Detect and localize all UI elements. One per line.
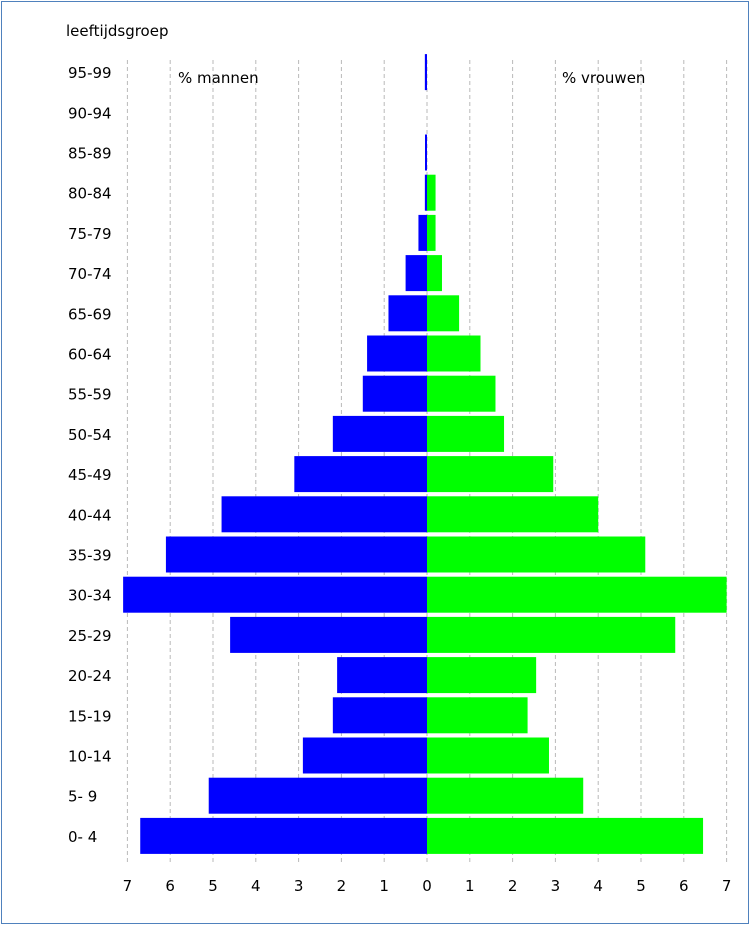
x-tick-label: 5 (208, 877, 218, 895)
bar-male (140, 817, 428, 854)
bar-male (302, 737, 427, 774)
y-tick-label: 90-94 (68, 104, 112, 122)
bar-male (165, 536, 428, 573)
bar-female (427, 214, 436, 251)
y-tick-label: 95-99 (68, 64, 112, 82)
chart-title: leeftijdsgroep (66, 22, 168, 40)
y-tick-label: 25-29 (68, 627, 112, 645)
y-tick-label: 75-79 (68, 225, 112, 243)
bar-female (427, 174, 436, 211)
bars (123, 54, 727, 854)
bar-female (427, 255, 442, 292)
bar-male (337, 657, 427, 694)
bar-female (427, 616, 676, 653)
bar-male (367, 335, 427, 372)
bar-female (427, 335, 481, 372)
y-tick-labels: 95-99 90-94 85-89 80-84 75-79 70-74 65-69 60-64… (68, 64, 112, 846)
bar-female (427, 496, 599, 533)
bar-male (332, 415, 427, 452)
bar-female (427, 456, 554, 493)
bar-female (427, 375, 496, 412)
y-tick-label: 45-49 (68, 466, 112, 484)
x-tick-label: 2 (508, 877, 518, 895)
bar-male (332, 697, 427, 734)
bar-female (427, 777, 584, 814)
bar-male (208, 777, 427, 814)
x-tick-label: 6 (679, 877, 689, 895)
y-tick-label: 15-19 (68, 707, 112, 725)
bar-male (221, 496, 427, 533)
y-tick-label: 70-74 (68, 265, 112, 283)
x-tick-label: 4 (593, 877, 603, 895)
y-tick-label: 40-44 (68, 506, 112, 524)
y-tick-label: 0- 4 (68, 828, 97, 846)
bar-male (362, 375, 427, 412)
bar-male (123, 576, 428, 613)
bar-male (388, 295, 427, 332)
y-tick-label: 30-34 (68, 587, 112, 605)
x-tick-label: 5 (636, 877, 646, 895)
y-tick-label: 60-64 (68, 346, 112, 364)
y-tick-label: 85-89 (68, 145, 112, 163)
y-tick-label: 50-54 (68, 426, 112, 444)
y-tick-label: 80-84 (68, 185, 112, 203)
x-tick-labels: 7 6 5 4 3 2 1 0 1 2 3 4 5 6 7 (123, 877, 732, 895)
bar-male (424, 174, 427, 211)
bar-female (427, 295, 460, 332)
x-tick-label: 2 (337, 877, 347, 895)
y-tick-label: 65-69 (68, 305, 112, 323)
bar-male (424, 54, 427, 91)
y-tick-label: 35-39 (68, 547, 112, 565)
bar-male (294, 456, 427, 493)
left-series-label: % mannen (178, 69, 259, 87)
bar-female (427, 817, 704, 854)
x-tick-label: 3 (551, 877, 561, 895)
bar-male (418, 214, 427, 251)
x-tick-label: 6 (165, 877, 175, 895)
bar-female (427, 576, 727, 613)
y-tick-label: 55-59 (68, 386, 112, 404)
y-tick-label: 20-24 (68, 667, 112, 685)
right-series-label: % vrouwen (562, 69, 645, 87)
x-tick-label: 3 (294, 877, 304, 895)
bar-male (230, 616, 427, 653)
bar-male (425, 134, 427, 171)
y-tick-label: 10-14 (68, 748, 112, 766)
x-tick-label: 7 (722, 877, 732, 895)
x-tick-label: 1 (465, 877, 475, 895)
bar-female (427, 415, 505, 452)
x-tick-label: 0 (422, 877, 432, 895)
y-tick-label: 5- 9 (68, 788, 97, 806)
bar-female (427, 657, 537, 694)
x-tick-label: 1 (379, 877, 389, 895)
bar-male (405, 255, 427, 292)
bar-female (427, 737, 549, 774)
bar-female (427, 536, 646, 573)
x-tick-label: 7 (123, 877, 133, 895)
x-tick-label: 4 (251, 877, 261, 895)
bar-female (427, 697, 528, 734)
